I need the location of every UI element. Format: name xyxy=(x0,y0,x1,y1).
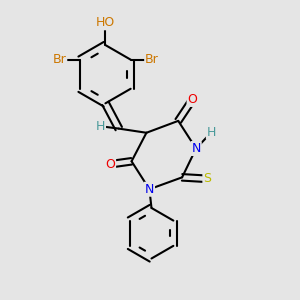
Text: HO: HO xyxy=(96,16,115,29)
Text: N: N xyxy=(191,142,201,155)
Text: O: O xyxy=(105,158,115,171)
Text: H: H xyxy=(207,126,216,139)
Text: N: N xyxy=(145,183,154,196)
Text: O: O xyxy=(188,93,197,106)
Text: Br: Br xyxy=(52,53,66,66)
Text: S: S xyxy=(203,172,211,185)
Text: Br: Br xyxy=(145,53,159,66)
Text: H: H xyxy=(96,120,105,133)
